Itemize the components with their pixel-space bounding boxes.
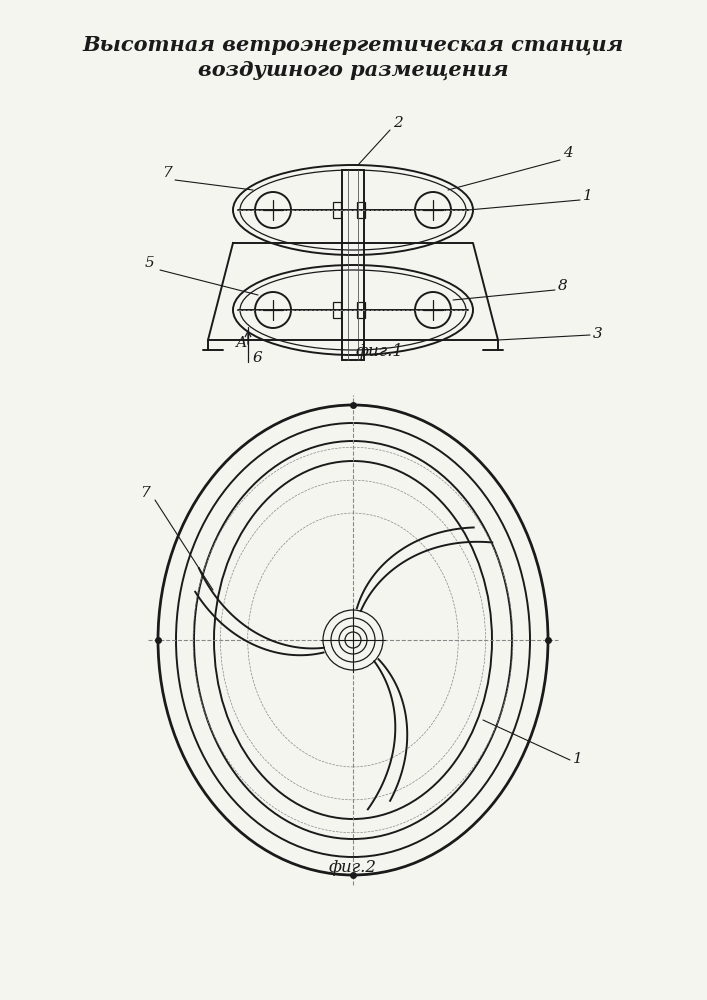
Bar <box>357 302 365 318</box>
Text: 1: 1 <box>583 189 592 203</box>
Text: 6: 6 <box>253 351 263 365</box>
Bar <box>342 170 364 360</box>
Bar <box>333 302 341 318</box>
Text: 7: 7 <box>162 166 172 180</box>
Bar <box>357 202 365 218</box>
Text: 4: 4 <box>563 146 573 160</box>
Text: 8: 8 <box>558 279 568 293</box>
Text: А: А <box>236 336 247 350</box>
Text: 2: 2 <box>393 116 403 130</box>
Text: фиг.1: фиг.1 <box>356 344 404 360</box>
Text: воздушного размещения: воздушного размещения <box>198 60 508 80</box>
Text: 7: 7 <box>140 486 150 500</box>
Bar <box>333 202 341 218</box>
Text: 3: 3 <box>593 327 603 341</box>
Text: фиг.2: фиг.2 <box>329 858 377 876</box>
Text: 5: 5 <box>145 256 155 270</box>
Text: 1: 1 <box>573 752 583 766</box>
Text: Высотная ветроэнергетическая станция: Высотная ветроэнергетическая станция <box>83 35 624 55</box>
